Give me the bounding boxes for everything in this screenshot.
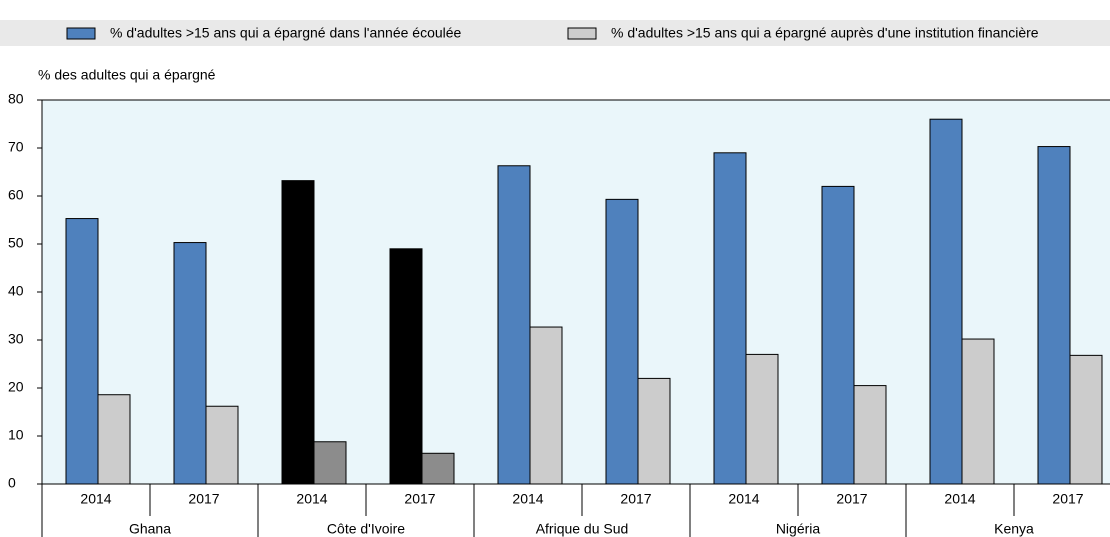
- y-tick-label: 80: [8, 91, 24, 107]
- plot-frame: [41, 99, 1110, 485]
- x-tick-label: 2014: [80, 491, 111, 507]
- x-tick-label: 2017: [836, 491, 867, 507]
- legend-label: % d'adultes >15 ans qui a épargné auprès…: [611, 25, 1039, 41]
- bar: [745, 353, 779, 485]
- group-label: Ghana: [129, 521, 171, 537]
- bar: [821, 185, 855, 485]
- bar: [961, 338, 995, 485]
- y-axis-label: % des adultes qui a épargné: [38, 67, 216, 83]
- y-tick-label: 30: [8, 331, 24, 347]
- bar: [605, 198, 639, 485]
- legend-band: [0, 20, 1110, 46]
- bar: [497, 165, 531, 485]
- bar: [65, 218, 99, 485]
- y-tick-label: 10: [8, 427, 24, 443]
- bar: [713, 152, 747, 485]
- legend-swatch: [66, 27, 96, 40]
- x-tick-label: 2017: [188, 491, 219, 507]
- y-tick-label: 70: [8, 139, 24, 155]
- bar: [421, 452, 455, 485]
- bar: [929, 118, 963, 485]
- bar: [1069, 354, 1103, 485]
- y-tick-label: 0: [8, 475, 16, 491]
- x-tick-label: 2017: [620, 491, 651, 507]
- bar: [853, 385, 887, 485]
- group-label: Nigéria: [776, 521, 821, 537]
- x-tick-label: 2014: [728, 491, 759, 507]
- x-tick-label: 2014: [512, 491, 543, 507]
- legend-swatch: [567, 27, 597, 40]
- bar: [389, 248, 423, 485]
- bar: [173, 242, 207, 485]
- x-tick-label: 2017: [1052, 491, 1083, 507]
- bar: [281, 180, 315, 485]
- x-tick-label: 2014: [296, 491, 327, 507]
- bar: [97, 394, 131, 485]
- y-tick-label: 20: [8, 379, 24, 395]
- y-tick-label: 60: [8, 187, 24, 203]
- bar: [205, 405, 239, 485]
- group-label: Afrique du Sud: [536, 521, 629, 537]
- x-tick-label: 2014: [944, 491, 975, 507]
- x-tick-label: 2017: [404, 491, 435, 507]
- group-label: Côte d'Ivoire: [327, 521, 405, 537]
- bar: [1037, 146, 1071, 485]
- bar: [637, 377, 671, 485]
- group-label: Kenya: [994, 521, 1034, 537]
- bar: [529, 326, 563, 485]
- legend-label: % d'adultes >15 ans qui a épargné dans l…: [110, 25, 462, 41]
- y-tick-label: 50: [8, 235, 24, 251]
- bar: [313, 441, 347, 485]
- y-tick-label: 40: [8, 283, 24, 299]
